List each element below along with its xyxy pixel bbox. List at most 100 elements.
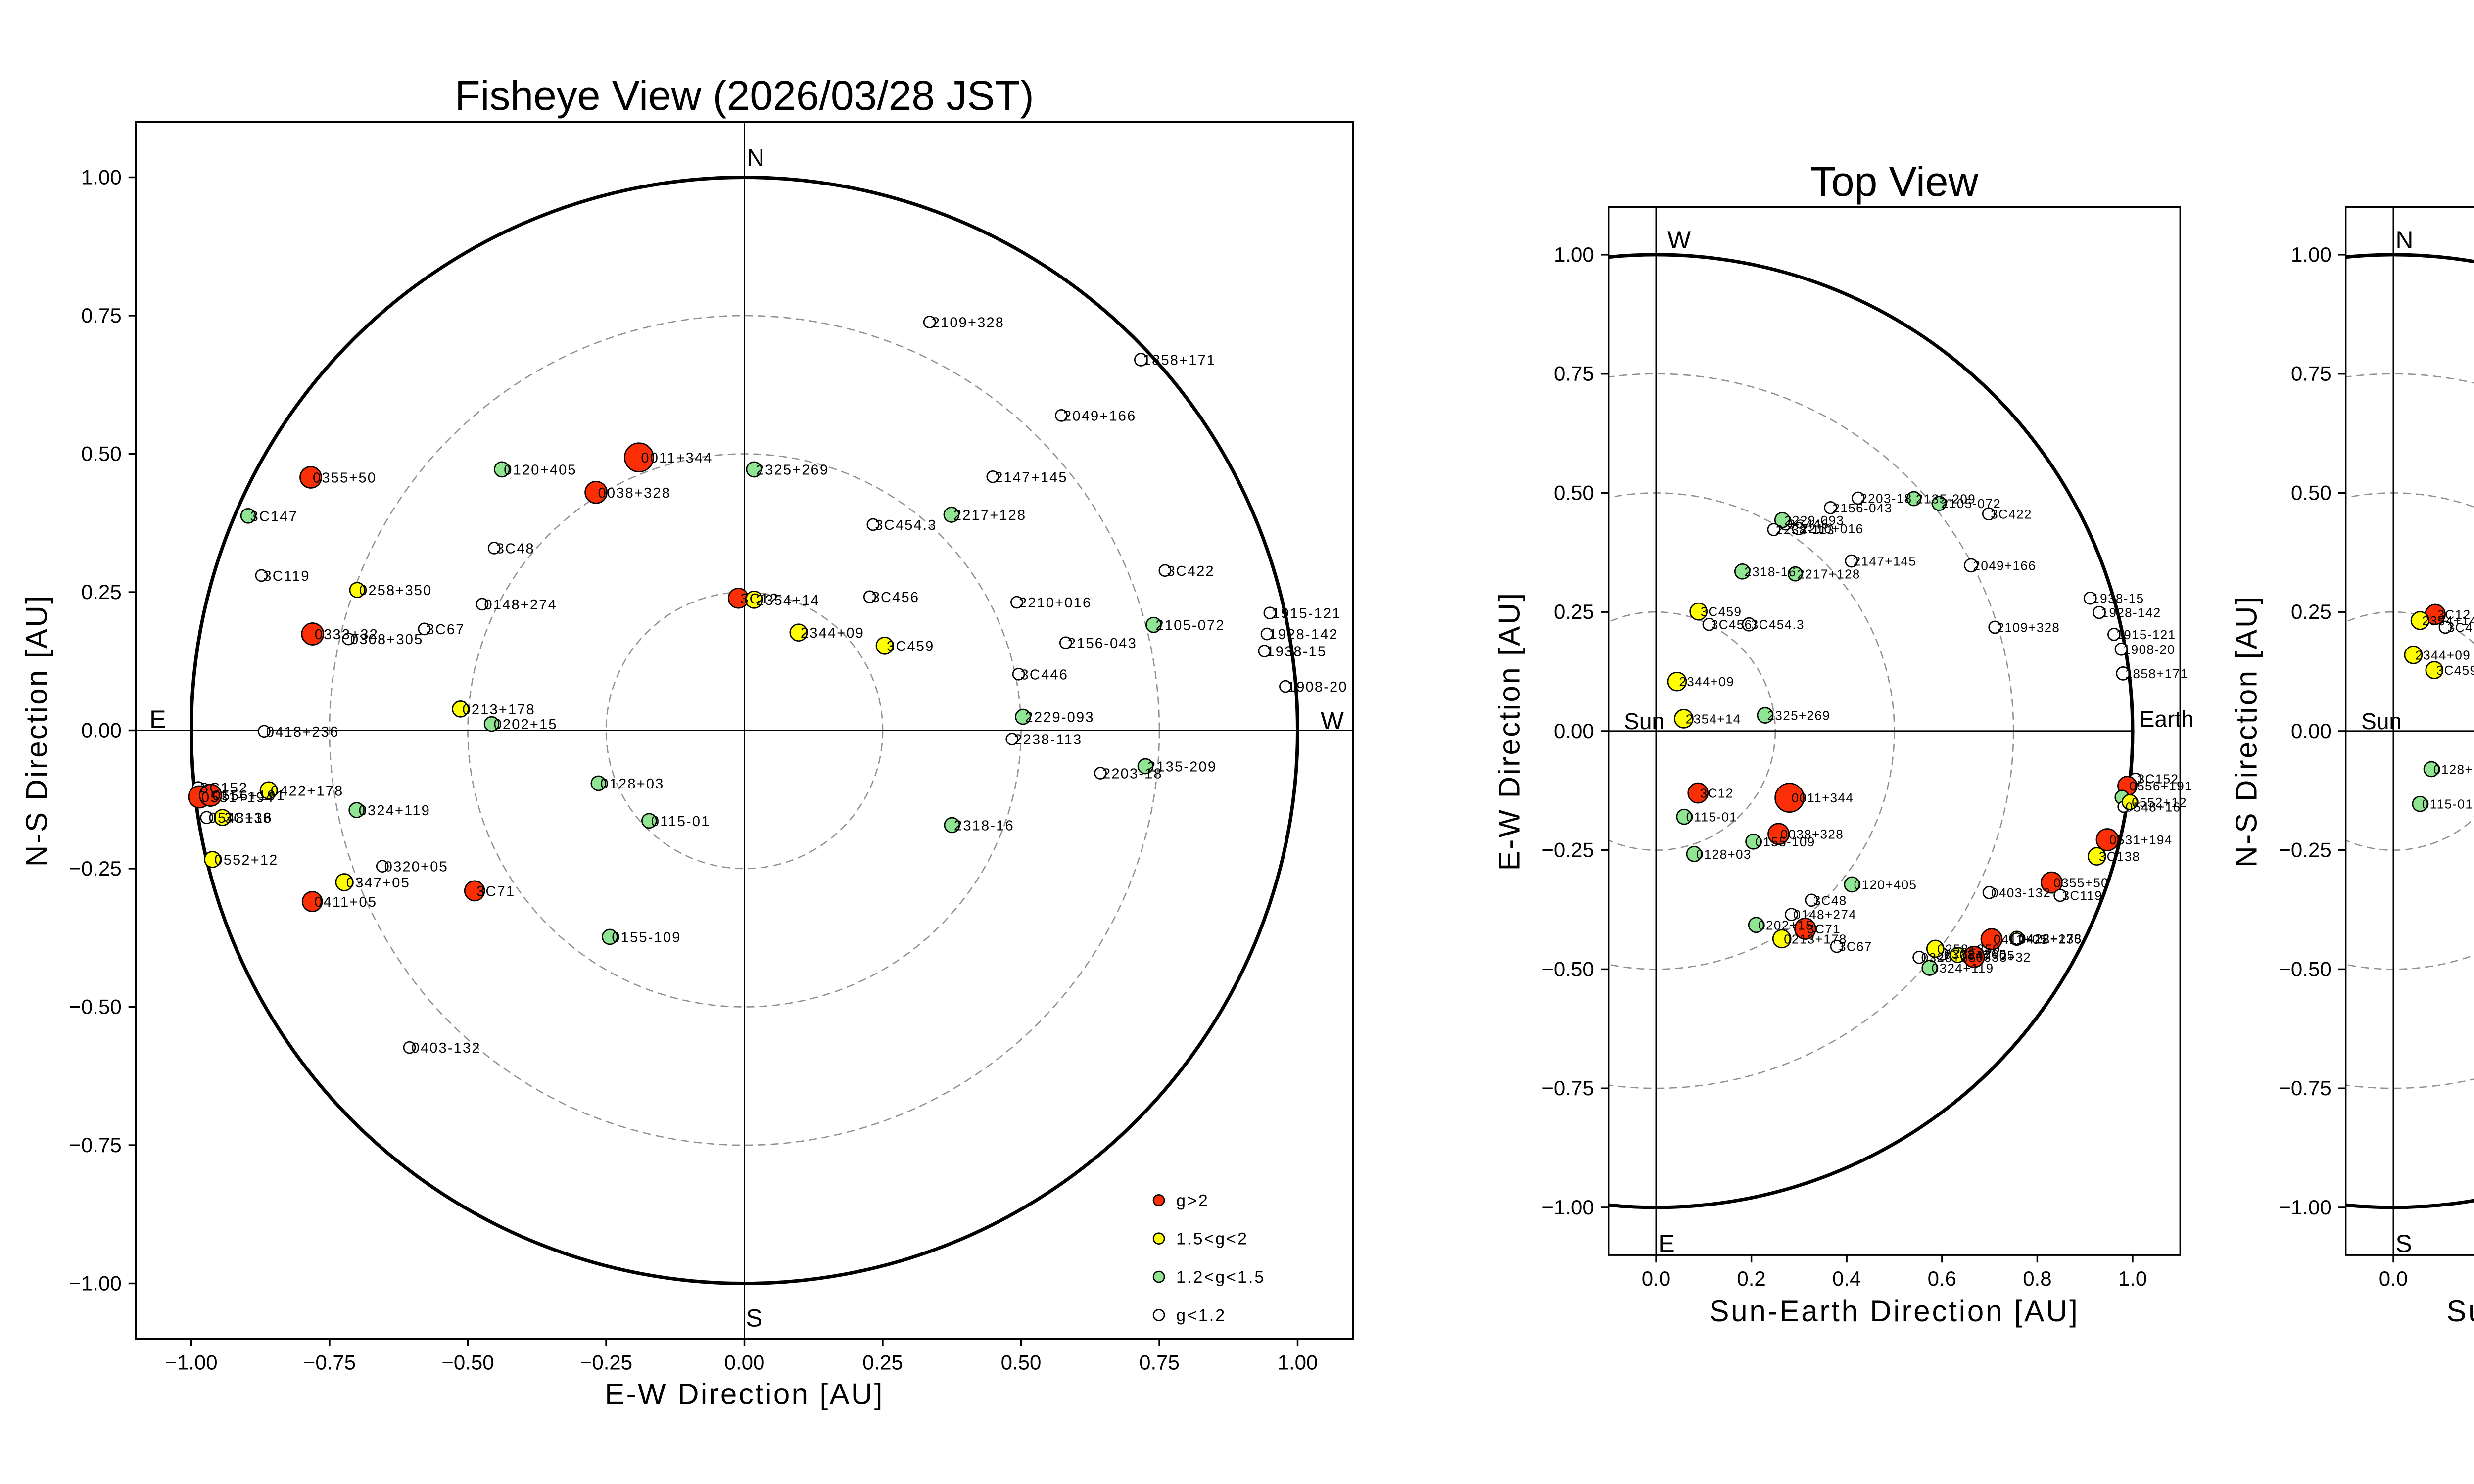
svg-text:−0.25: −0.25 [69,857,121,880]
svg-text:−0.50: −0.50 [1541,957,1594,980]
svg-text:g<1.2: g<1.2 [1176,1306,1226,1325]
svg-text:0355+50: 0355+50 [2053,876,2109,890]
svg-text:3C446: 3C446 [1021,667,1068,683]
svg-text:E: E [149,705,166,733]
svg-text:1938-15: 1938-15 [2092,591,2144,606]
svg-text:1.00: 1.00 [81,166,122,189]
svg-text:2238-113: 2238-113 [1014,732,1082,748]
svg-text:3C459: 3C459 [887,639,934,654]
svg-text:2229-093: 2229-093 [1025,710,1094,726]
svg-text:2049+166: 2049+166 [1063,408,1136,424]
svg-text:0403-132: 0403-132 [1991,885,2051,900]
svg-text:Sun-Earth Direction [AU]: Sun-Earth Direction [AU] [1709,1295,2079,1328]
svg-text:0.25: 0.25 [2291,600,2331,623]
svg-text:0120+405: 0120+405 [1854,878,1917,892]
svg-text:0531+194: 0531+194 [201,790,274,806]
svg-text:2049+166: 2049+166 [1973,558,2037,573]
svg-text:1.2<g<1.5: 1.2<g<1.5 [1176,1268,1265,1287]
svg-text:2147+145: 2147+145 [1854,554,1917,569]
svg-text:0.75: 0.75 [1139,1350,1180,1374]
svg-text:2135-209: 2135-209 [1147,759,1217,775]
svg-text:2354+14: 2354+14 [1686,711,1741,726]
svg-text:0.50: 0.50 [2291,481,2331,504]
svg-text:0011+344: 0011+344 [641,450,713,466]
svg-text:2229-093: 2229-093 [1784,513,1844,528]
svg-text:0355+50: 0355+50 [313,470,377,486]
svg-text:1938-15: 1938-15 [1266,644,1327,660]
svg-text:2156-043: 2156-043 [1833,501,1893,515]
svg-text:N: N [2395,226,2413,254]
svg-text:0.6: 0.6 [1928,1267,1956,1290]
svg-text:0258+350: 0258+350 [359,583,432,599]
svg-text:3C422: 3C422 [1167,563,1214,579]
svg-text:1.5<g<2: 1.5<g<2 [1176,1230,1248,1249]
svg-text:W: W [1667,226,1691,254]
svg-text:2344+09: 2344+09 [2415,648,2471,662]
svg-text:N-S Direction [AU]: N-S Direction [AU] [20,594,53,867]
svg-text:2109+328: 2109+328 [1997,620,2060,635]
svg-text:1.00: 1.00 [1554,243,1594,266]
svg-text:0.50: 0.50 [81,442,122,465]
svg-text:W: W [1321,707,1344,735]
svg-text:1928-142: 1928-142 [1269,627,1338,643]
svg-text:0038+328: 0038+328 [598,485,671,501]
svg-text:3C459: 3C459 [2436,663,2474,678]
svg-text:0556+191: 0556+191 [213,788,285,804]
svg-text:3C152: 3C152 [2138,772,2179,787]
svg-text:0120+405: 0120+405 [504,462,576,478]
svg-text:−0.25: −0.25 [2279,838,2331,862]
svg-text:0.50: 0.50 [1554,481,1594,504]
svg-text:1.0: 1.0 [2118,1267,2147,1290]
svg-text:2203-18: 2203-18 [1860,491,1912,506]
svg-text:2325+269: 2325+269 [1767,708,1831,723]
svg-text:0202+15: 0202+15 [494,717,558,733]
svg-text:3C454.3: 3C454.3 [1751,617,1805,632]
svg-text:0411+05: 0411+05 [1994,932,2048,947]
svg-text:−0.75: −0.75 [303,1350,356,1374]
svg-text:0556+191: 0556+191 [2129,779,2192,793]
svg-text:0.0: 0.0 [1642,1267,1670,1290]
svg-text:0.00: 0.00 [1554,719,1594,742]
svg-text:3C138: 3C138 [2099,849,2141,864]
svg-text:0.00: 0.00 [2291,719,2331,742]
svg-text:2210+016: 2210+016 [1801,521,1864,536]
svg-text:0148+274: 0148+274 [1794,907,1857,922]
svg-text:0308+305: 0308+305 [350,632,423,648]
svg-text:Top View: Top View [1810,158,1979,205]
svg-text:3C456: 3C456 [1711,617,1753,632]
svg-text:−1.00: −1.00 [69,1272,121,1295]
svg-text:0548+16: 0548+16 [2126,800,2181,815]
svg-text:2325+269: 2325+269 [756,463,829,478]
svg-text:3C12: 3C12 [2437,607,2471,622]
svg-text:0115-01: 0115-01 [651,814,711,830]
svg-text:2203-18: 2203-18 [1102,766,1163,782]
svg-text:−0.75: −0.75 [2279,1076,2331,1100]
svg-text:−0.75: −0.75 [1541,1076,1594,1100]
svg-text:0418+236: 0418+236 [2019,931,2082,946]
svg-text:0403-132: 0403-132 [412,1040,481,1056]
svg-text:2217+128: 2217+128 [953,508,1026,523]
svg-text:3C48: 3C48 [1813,893,1847,908]
svg-text:3C456: 3C456 [872,590,919,605]
svg-text:2105-072: 2105-072 [1156,618,1225,634]
svg-text:3C422: 3C422 [1991,507,2032,521]
svg-text:Sun-Earth Direction [AU]: Sun-Earth Direction [AU] [2446,1295,2474,1328]
svg-text:0552+12: 0552+12 [2132,795,2187,810]
svg-text:E-W Direction [AU]: E-W Direction [AU] [1493,592,1526,871]
svg-text:3C67: 3C67 [426,622,465,638]
svg-text:2318-16: 2318-16 [1744,564,1796,579]
svg-text:N: N [747,144,764,172]
svg-text:2344+09: 2344+09 [1679,674,1734,689]
svg-text:1858+171: 1858+171 [1143,353,1216,369]
svg-text:Sun: Sun [2361,708,2402,734]
svg-text:0418+236: 0418+236 [266,724,339,740]
svg-text:g>2: g>2 [1176,1191,1209,1210]
svg-text:3C119: 3C119 [263,568,310,584]
svg-text:0333+32: 0333+32 [1976,950,2031,965]
svg-text:0202+15: 0202+15 [1758,918,1813,932]
svg-text:E-W Direction [AU]: E-W Direction [AU] [605,1377,884,1410]
svg-text:2238-113: 2238-113 [1776,522,1835,537]
svg-text:1858+171: 1858+171 [2125,666,2189,681]
svg-text:0.4: 0.4 [1832,1267,1861,1290]
svg-text:2344+09: 2344+09 [801,625,864,641]
